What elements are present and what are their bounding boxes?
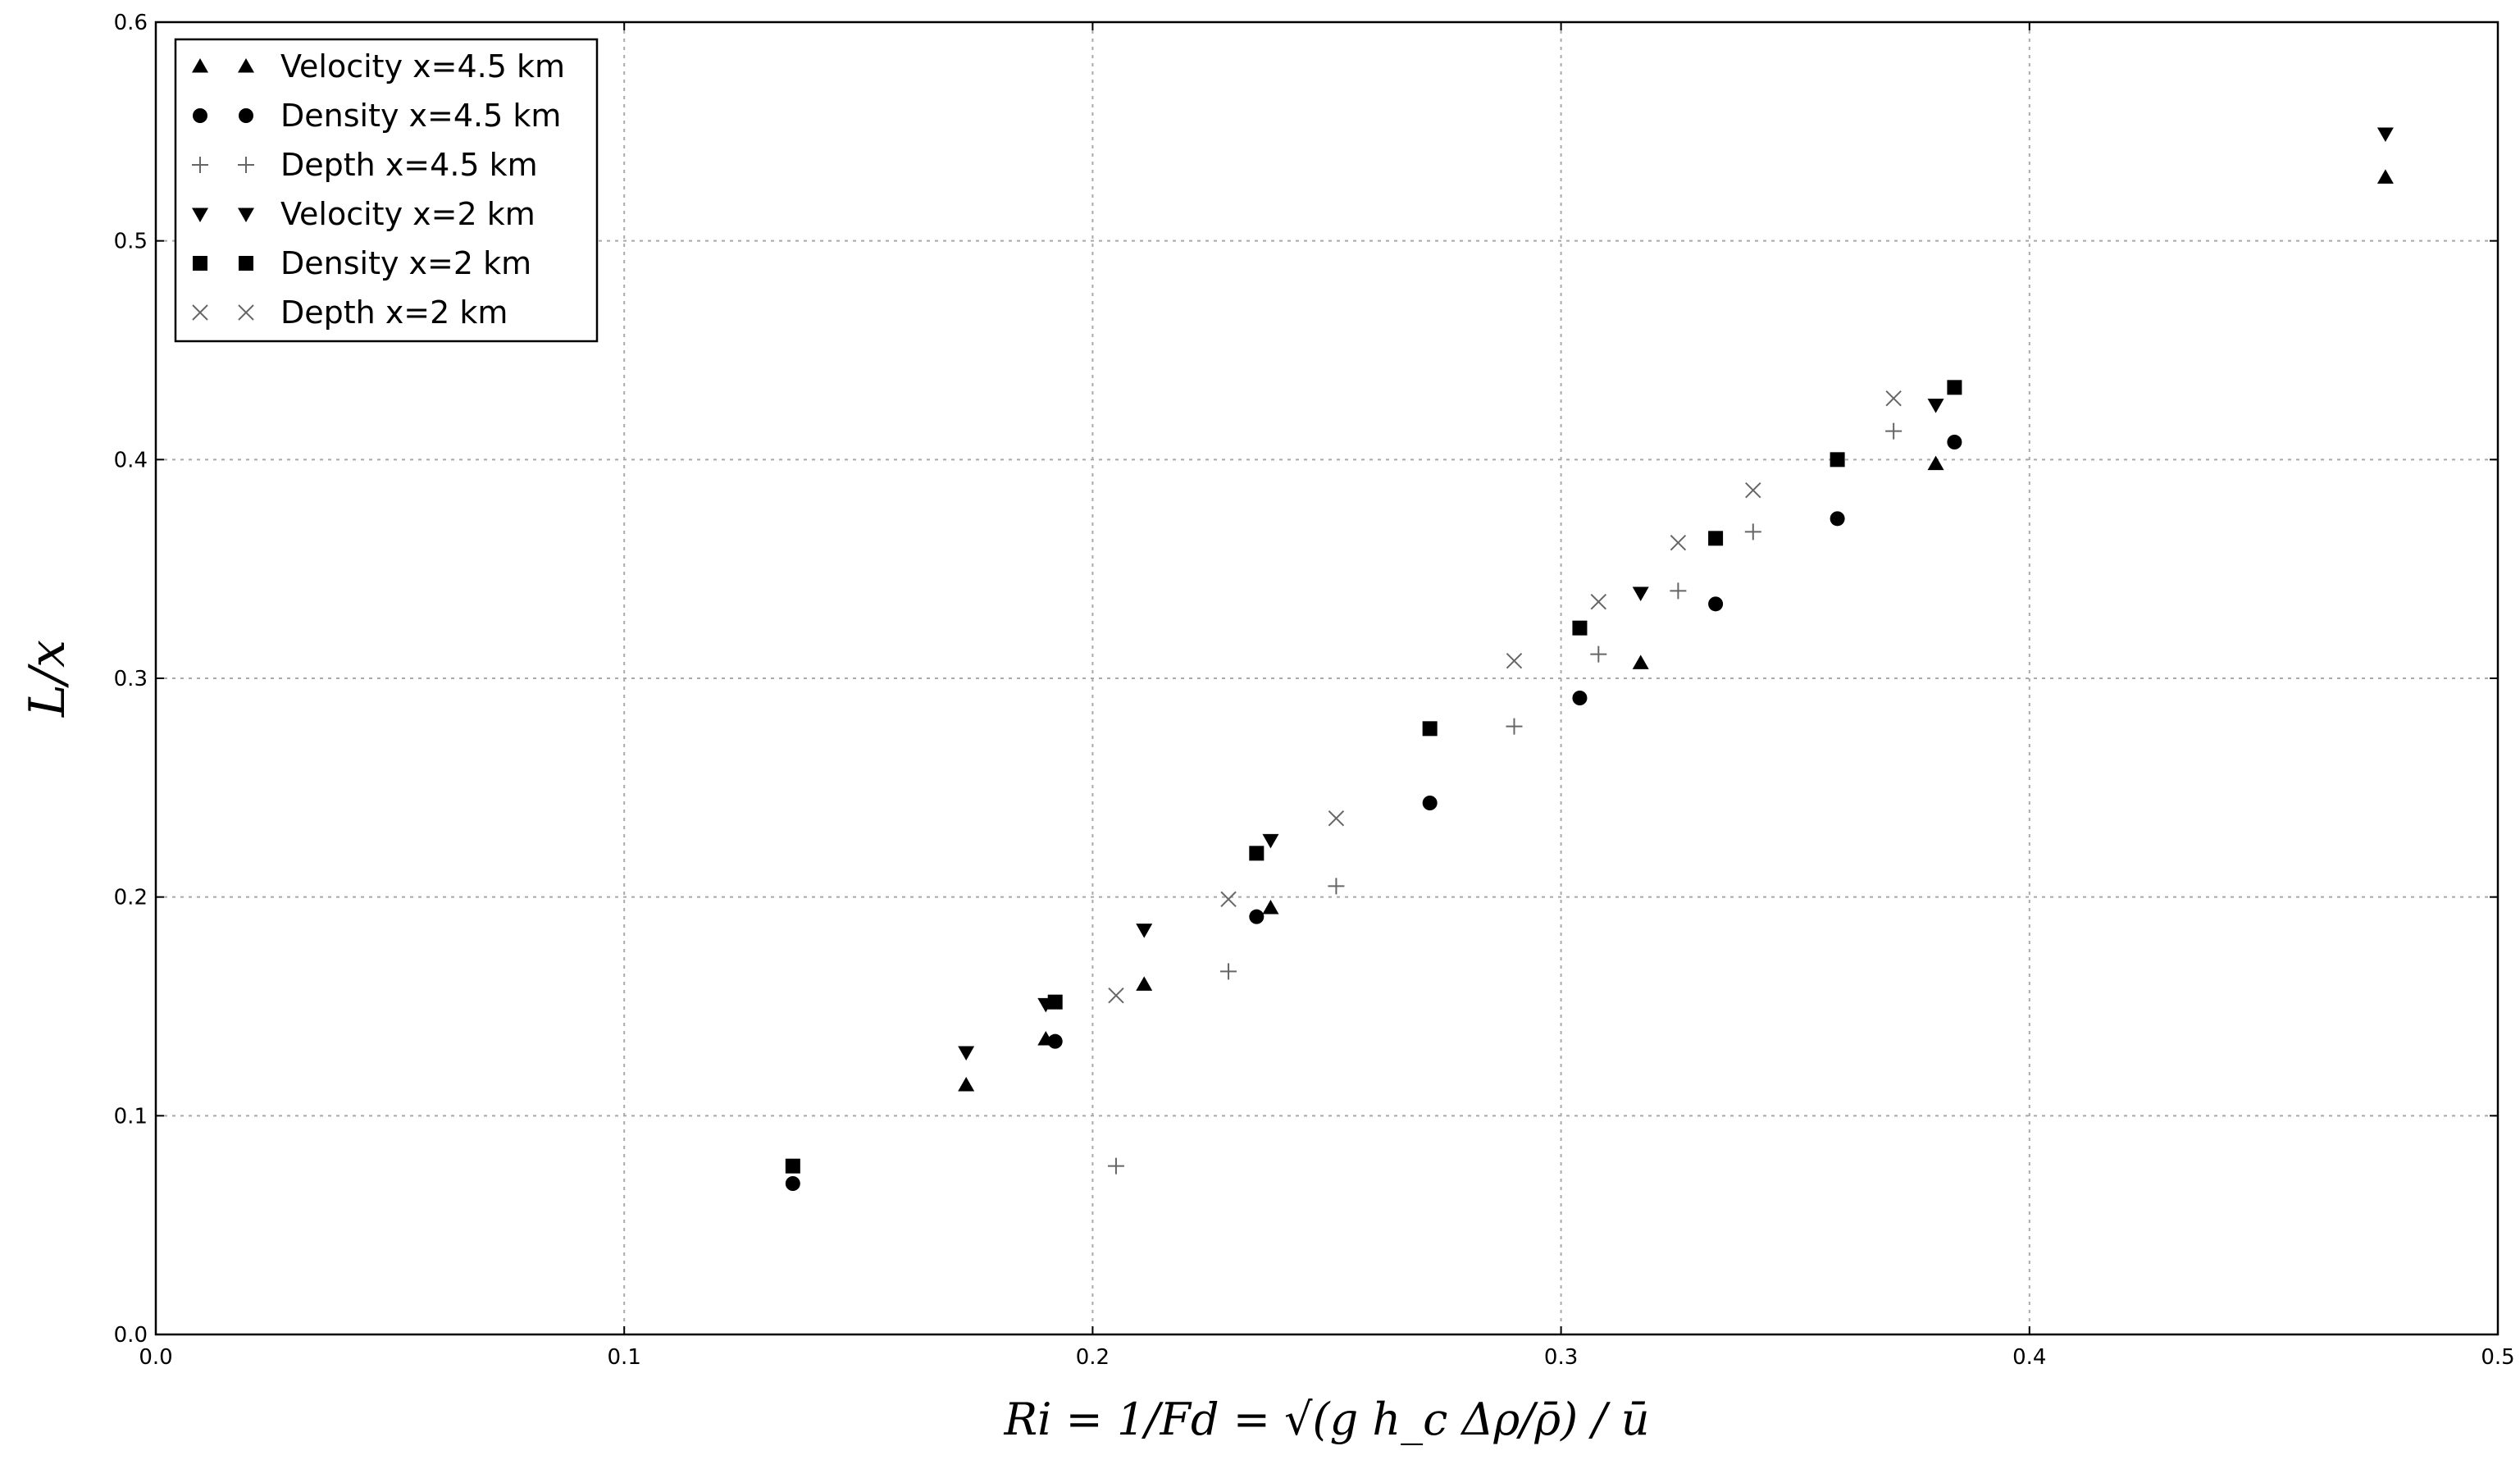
- legend-label: Density x=4.5 km: [280, 98, 561, 134]
- data-point-circle: [1047, 1033, 1063, 1049]
- data-point-plus: [1885, 422, 1903, 440]
- legend-marker: [192, 208, 208, 222]
- data-point-square: [1830, 452, 1845, 468]
- data-point-circle: [1572, 691, 1588, 705]
- data-point-circle: [1422, 796, 1438, 810]
- data-point-triangle-down: [2376, 127, 2394, 142]
- data-point-x: [1885, 390, 1902, 407]
- legend-marker: [192, 157, 208, 173]
- data-point-triangle-up: [1262, 900, 1279, 915]
- x-tick-label: 0.5: [2481, 1345, 2514, 1370]
- legend-entry: Velocity x=4.5 km: [192, 48, 565, 84]
- data-point-square: [1047, 994, 1063, 1010]
- data-point-plus: [1506, 718, 1523, 735]
- data-point-square: [1947, 380, 1962, 395]
- data-point-x: [1590, 593, 1607, 610]
- series-4: [785, 380, 1962, 1174]
- x-axis-label: Ri = 1/Fd = √(g h_c Δρ/ρ̄) / ū: [1003, 1394, 1649, 1445]
- data-point-triangle-down: [1632, 586, 1649, 601]
- y-tick-label: 0.3: [114, 667, 148, 691]
- legend-marker: [239, 108, 253, 123]
- legend-label: Density x=2 km: [280, 245, 531, 281]
- legend-marker: [192, 304, 208, 321]
- data-point-x: [1506, 652, 1523, 669]
- series-3: [958, 127, 2394, 1061]
- legend-marker: [238, 58, 254, 73]
- x-tick-label: 0.0: [139, 1345, 172, 1370]
- x-tick-label: 0.1: [608, 1345, 641, 1370]
- legend-entry: Depth x=4.5 km: [192, 147, 538, 183]
- data-point-circle: [1947, 435, 1962, 449]
- data-point-circle: [785, 1176, 800, 1191]
- data-point-circle: [1708, 596, 1724, 612]
- data-point-triangle-up: [1136, 976, 1153, 991]
- y-tick-label: 0.5: [114, 230, 148, 254]
- data-point-circle: [1249, 909, 1265, 924]
- legend-label: Depth x=4.5 km: [280, 147, 538, 183]
- legend-frame: [174, 38, 599, 343]
- x-tick-label: 0.4: [2012, 1345, 2046, 1370]
- series-2: [1107, 422, 1903, 1175]
- data-point-triangle-up: [1927, 455, 1944, 471]
- data-point-plus: [1328, 878, 1345, 895]
- legend-marker: [238, 157, 254, 173]
- legend-marker: [193, 108, 207, 123]
- data-point-circle: [1830, 511, 1845, 527]
- data-point-triangle-down: [1262, 833, 1279, 849]
- data-point-plus: [1220, 963, 1237, 980]
- legend-label: Velocity x=2 km: [280, 196, 535, 232]
- y-tick-label: 0.0: [114, 1323, 148, 1348]
- data-point-x: [1328, 810, 1345, 827]
- data-point-plus: [1590, 645, 1607, 663]
- data-point-plus: [1744, 523, 1761, 541]
- y-tick-label: 0.1: [114, 1104, 148, 1129]
- data-point-plus: [1107, 1157, 1124, 1175]
- legend-marker: [239, 256, 253, 271]
- y-tick-label: 0.4: [114, 448, 148, 472]
- data-point-triangle-down: [1136, 924, 1153, 938]
- marks-layer: [785, 127, 2394, 1191]
- data-point-triangle-up: [1632, 655, 1649, 669]
- series-1: [785, 435, 1962, 1191]
- data-point-square: [1422, 721, 1438, 737]
- data-point-square: [785, 1158, 800, 1174]
- data-point-x: [1745, 481, 1761, 499]
- legend-label: Velocity x=4.5 km: [280, 48, 565, 84]
- data-point-square: [1572, 620, 1588, 636]
- ticks-layer: 0.0 0.1 0.2 0.3 0.4 0.5 0.0 0.1 0.2 0.3 0.4 0.5 0.6: [114, 11, 2515, 1370]
- legend-entry: Depth x=2 km: [192, 294, 508, 331]
- legend-label: Depth x=2 km: [280, 294, 508, 331]
- y-tick-label: 0.2: [114, 886, 148, 910]
- series-5: [1108, 390, 1902, 1004]
- legend: Velocity x=4.5 km Density x=4.5 km Depth x…: [174, 38, 599, 343]
- legend-marker: [238, 208, 254, 222]
- legend-entry: Density x=4.5 km: [193, 98, 561, 134]
- data-point-triangle-up: [2376, 169, 2394, 184]
- legend-marker: [238, 304, 254, 321]
- data-point-triangle-down: [958, 1046, 975, 1061]
- legend-marker: [193, 256, 207, 271]
- x-tick-label: 0.2: [1076, 1345, 1110, 1370]
- series-0: [958, 169, 2394, 1092]
- data-point-x: [1670, 534, 1687, 551]
- data-point-square: [1708, 531, 1724, 546]
- data-point-plus: [1670, 582, 1687, 600]
- data-point-triangle-down: [1927, 399, 1944, 413]
- legend-marker: [192, 58, 208, 73]
- legend-entry: Velocity x=2 km: [192, 196, 535, 232]
- legend-entry: Density x=2 km: [193, 245, 531, 281]
- y-axis-label: L/x: [19, 640, 76, 718]
- data-point-square: [1249, 846, 1265, 861]
- data-point-triangle-up: [958, 1077, 975, 1092]
- data-point-x: [1108, 987, 1124, 1004]
- y-tick-label: 0.6: [114, 11, 148, 35]
- x-tick-label: 0.3: [1544, 1345, 1578, 1370]
- data-point-x: [1220, 891, 1237, 908]
